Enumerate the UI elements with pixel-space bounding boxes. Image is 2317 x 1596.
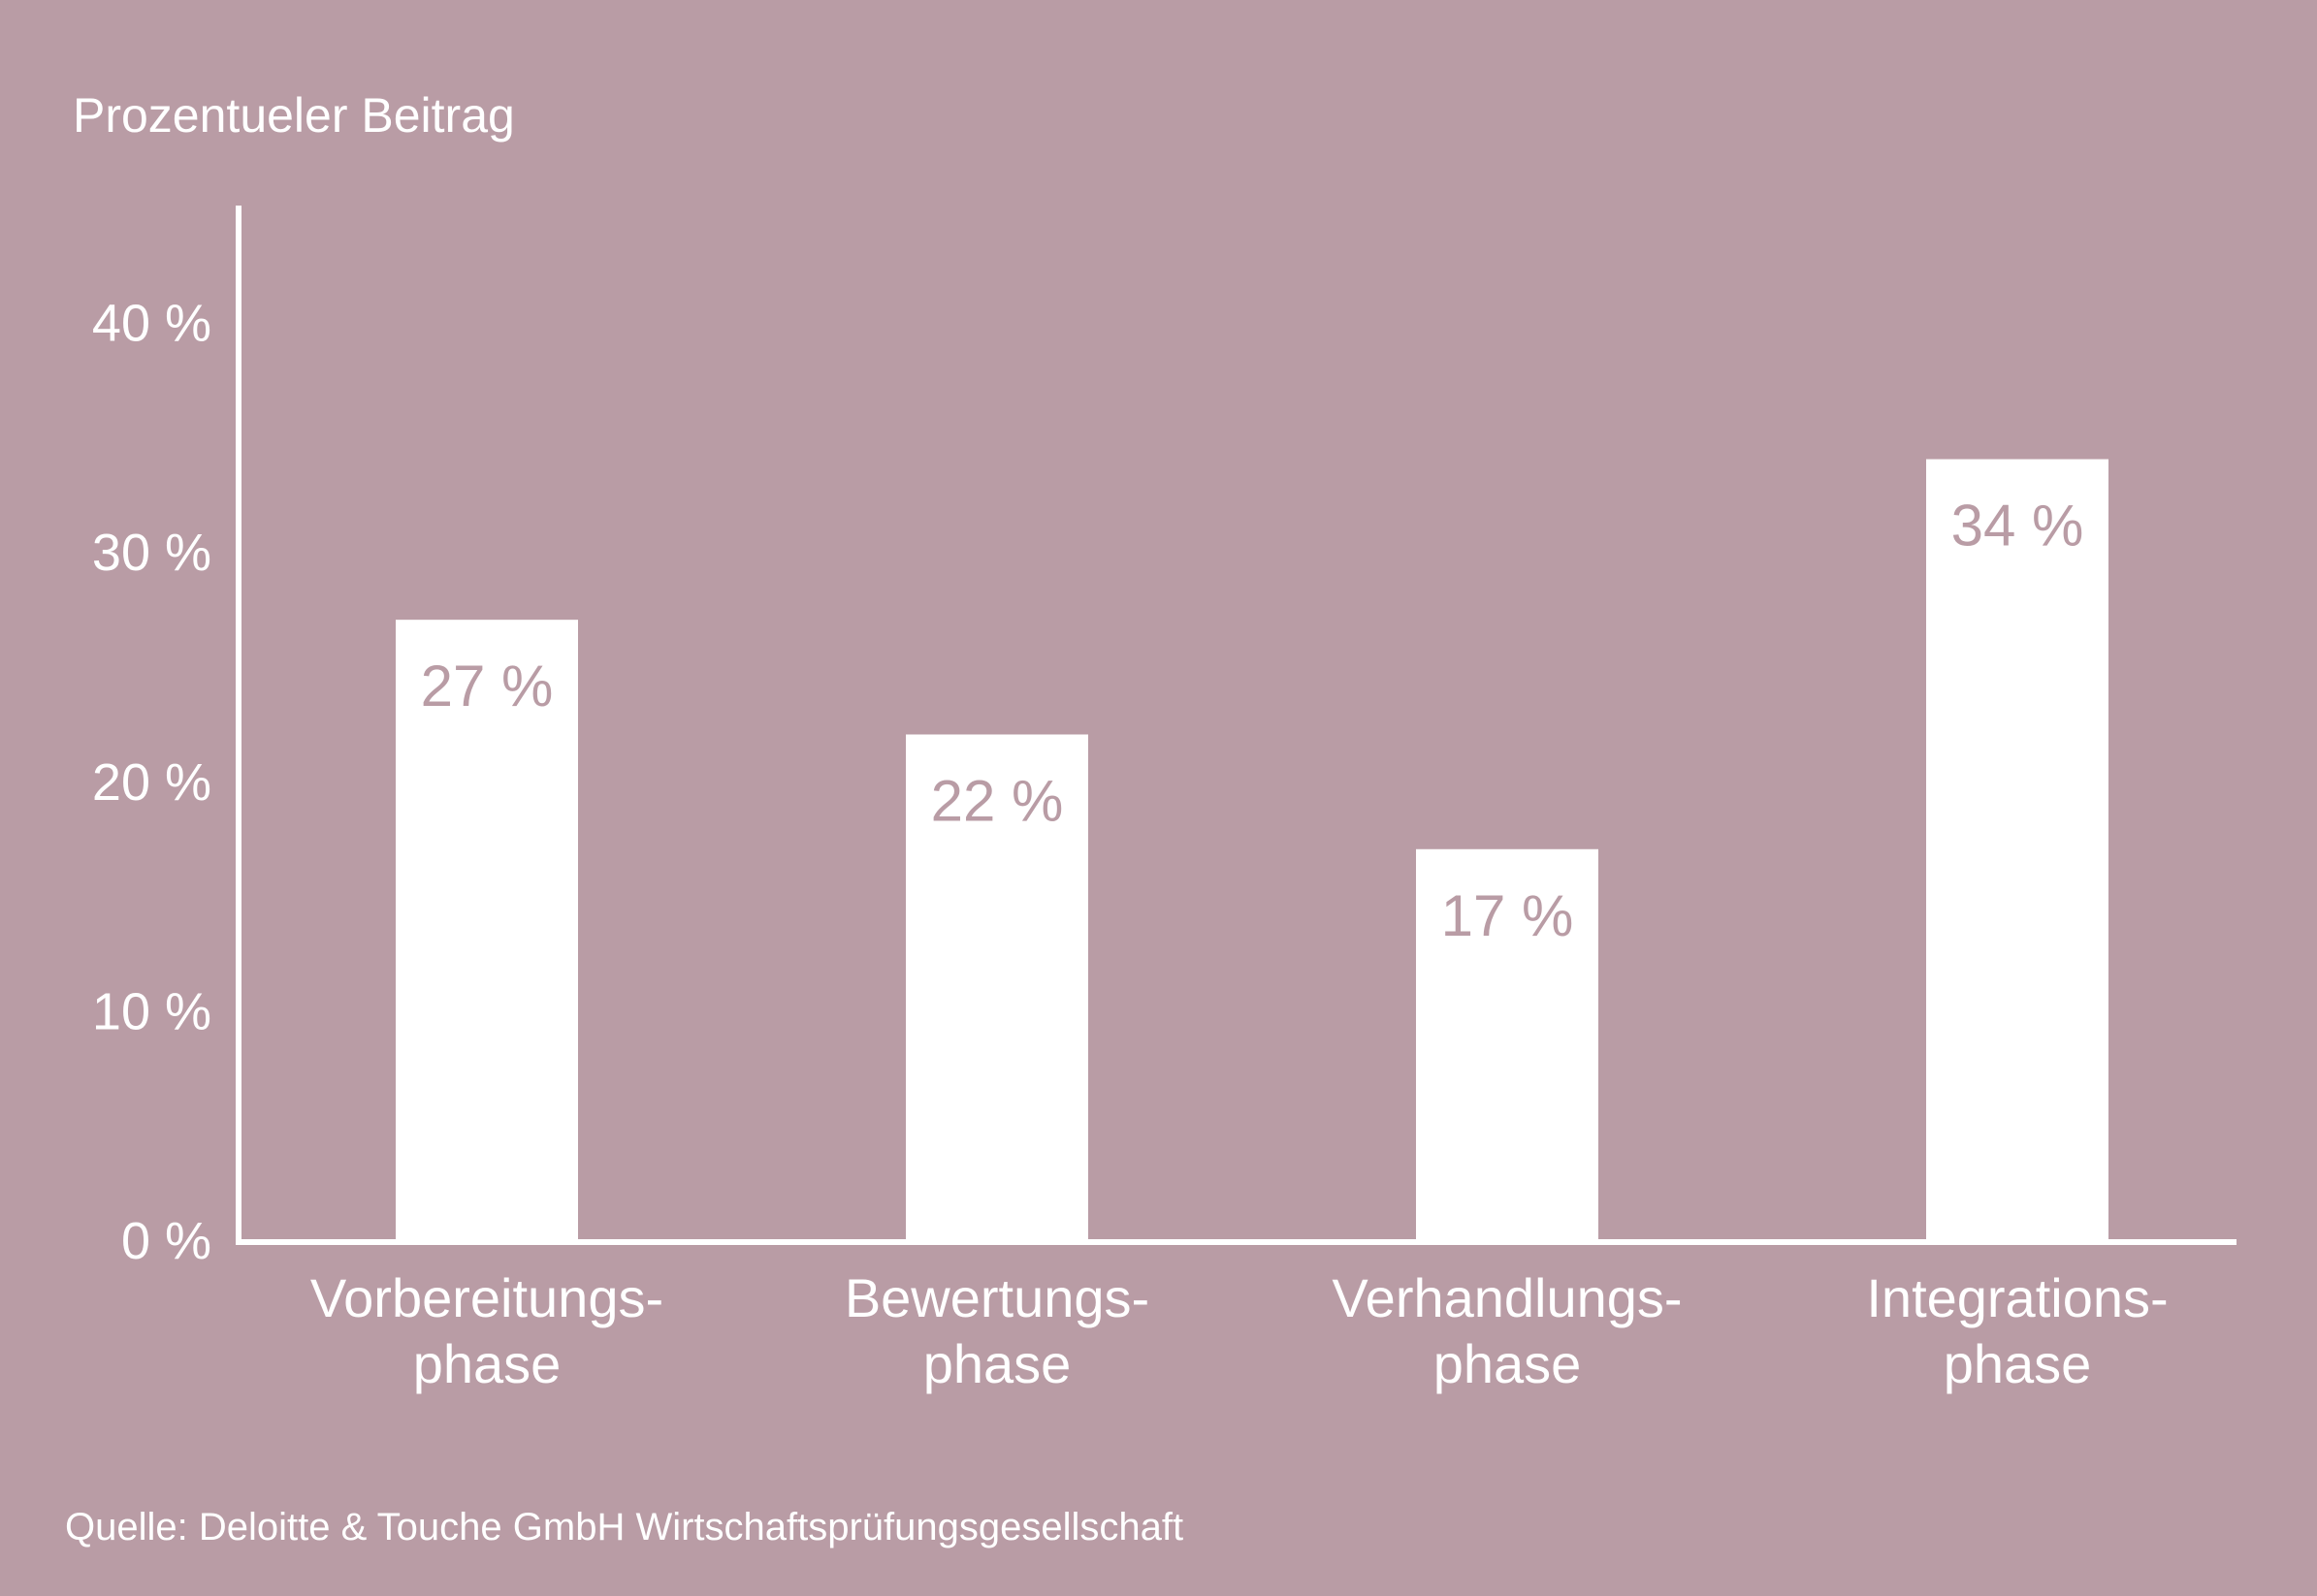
x-tick-label: phase [1944,1333,2092,1394]
x-tick-label: phase [1433,1333,1582,1394]
bars [396,459,2108,1239]
y-tick-label: 30 % [92,524,211,582]
x-tick-label: Bewertungs- [845,1267,1149,1328]
bar [1926,459,2108,1239]
source-note: Quelle: Deloitte & Touche GmbH Wirtschaf… [65,1506,1183,1548]
x-tick-label: Verhandlungs- [1332,1267,1682,1328]
x-tick-labels: Vorbereitungs-phaseBewertungs-phaseVerha… [310,1267,2169,1394]
y-tick-label: 20 % [92,753,211,812]
data-label: 22 % [931,768,1064,833]
y-tick-labels: 0 % 10 % 20 % 30 % 40 % [92,295,211,1270]
bar [396,620,578,1239]
y-axis-label: Prozentueler Beitrag [73,88,515,143]
data-label: 17 % [1441,883,1574,948]
x-tick-label: phase [413,1333,562,1394]
data-label: 27 % [421,654,554,718]
bar [1416,848,1598,1239]
data-labels: 27 % 22 % 17 % 34 % [421,494,2084,948]
y-tick-label: 40 % [92,295,211,353]
x-tick-label: phase [923,1333,1072,1394]
bar [906,734,1088,1239]
y-tick-label: 10 % [92,982,211,1040]
y-tick-label: 0 % [121,1212,211,1270]
data-label: 34 % [1951,494,2084,559]
x-tick-label: Vorbereitungs- [310,1267,663,1328]
x-tick-label: Integrations- [1866,1267,2168,1328]
